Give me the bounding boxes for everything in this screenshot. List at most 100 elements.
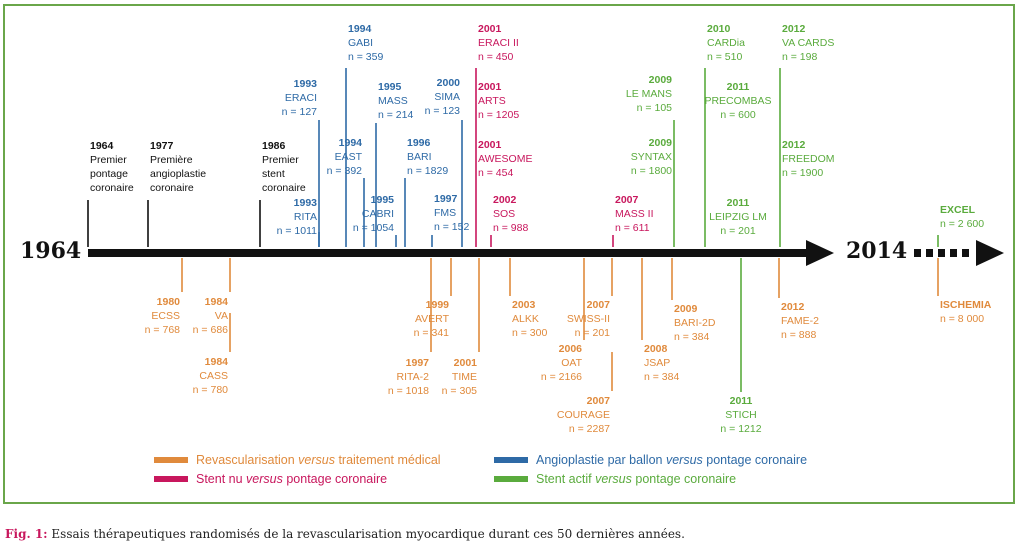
event-year: 2012 <box>782 139 806 151</box>
legend-item-blue: Angioplastie par ballon versus pontage c… <box>494 453 807 467</box>
event-line: angioplastie <box>150 168 207 180</box>
event-name: ERACI II <box>478 37 519 49</box>
event-year: 2007 <box>586 395 610 407</box>
legend-text-blue: Angioplastie par ballon versus pontage c… <box>536 453 808 467</box>
event-label-va: 1984 VA n = 686 <box>193 295 228 337</box>
event-name: SYNTAX <box>630 151 672 163</box>
event-line: n = 384 <box>674 331 710 343</box>
event-label-syntax: 2009 SYNTAX n = 1800 <box>631 136 672 178</box>
event-label-e1977: 1977 Première angioplastie coronaire <box>150 139 206 195</box>
legend-swatch-blue <box>494 457 528 463</box>
legend-text-red: Stent nu versus pontage coronaire <box>196 472 388 486</box>
event-line: n = 201 <box>720 225 756 237</box>
event-name: ECSS <box>151 310 180 322</box>
legend-item-orange: Revascularisation versus traitement médi… <box>154 453 441 467</box>
event-line: n = 1212 <box>720 423 762 435</box>
event-year: 1986 <box>262 140 286 152</box>
legend-swatch-orange <box>154 457 188 463</box>
event-name: FAME-2 <box>781 315 819 327</box>
event-label-east: 1994 EAST n = 392 <box>327 136 362 178</box>
caption-text: Essais thérapeutiques randomisés de la r… <box>47 527 685 541</box>
event-year: 2001 <box>478 23 502 35</box>
event-label-freedom: 2012 FREEDOM n = 1900 <box>782 138 835 180</box>
start-year-label: 1964 <box>20 238 82 264</box>
event-label-e1986: 1986 Premier stent coronaire <box>262 139 306 195</box>
event-year: 2009 <box>648 137 672 149</box>
event-name: PRECOMBAS <box>704 95 772 107</box>
event-year: 1997 <box>405 357 429 369</box>
event-line: n = 152 <box>434 221 470 233</box>
event-label-bari: 1996 BARI n = 1829 <box>407 136 448 178</box>
event-line: n = 600 <box>720 109 756 121</box>
event-label-excel: EXCEL n = 2 600 <box>940 203 984 231</box>
event-line: n = 384 <box>644 371 680 383</box>
event-year: 1995 <box>378 81 402 93</box>
event-year: 1994 <box>338 137 362 149</box>
event-name: RITA <box>293 211 317 223</box>
legend-item-red: Stent nu versus pontage coronaire <box>154 472 387 486</box>
figure-caption: Fig. 1: Essais thérapeutiques randomisés… <box>5 527 685 541</box>
event-name: AWESOME <box>478 153 533 165</box>
event-line: n = 392 <box>326 165 362 177</box>
event-label-lemans: 2009 LE MANS n = 105 <box>626 73 672 115</box>
event-name: FREEDOM <box>782 153 835 165</box>
event-line: n = 341 <box>413 327 449 339</box>
event-name: CABRI <box>361 208 394 220</box>
event-year: 2011 <box>726 81 750 93</box>
event-label-stich: 2011 STICH n = 1212 <box>701 394 781 436</box>
timeline-extension-dash <box>926 249 933 257</box>
event-label-vacards: 2012 VA CARDS n = 198 <box>782 22 834 64</box>
event-label-rita2: 1997 RITA-2 n = 1018 <box>388 356 429 398</box>
event-name: SIMA <box>434 91 460 103</box>
event-label-jsap: 2008 JSAP n = 384 <box>644 342 679 384</box>
event-name: COURAGE <box>556 409 610 421</box>
event-line: n = 780 <box>192 384 228 396</box>
event-line: n = 888 <box>781 329 817 341</box>
event-year: 1997 <box>434 193 458 205</box>
event-label-precombas: 2011 PRECOMBAS n = 600 <box>698 80 778 122</box>
event-year: 2010 <box>707 23 731 35</box>
event-year: 1993 <box>293 78 317 90</box>
timeline-extension-dash <box>938 249 945 257</box>
event-line: n = 123 <box>424 105 460 117</box>
event-year: 2002 <box>493 194 517 206</box>
event-line: n = 359 <box>348 51 384 63</box>
event-line: n = 198 <box>782 51 818 63</box>
event-year: 1993 <box>293 197 317 209</box>
event-label-rita: 1993 RITA n = 1011 <box>277 196 317 238</box>
event-line: n = 201 <box>574 327 610 339</box>
event-label-arts: 2001 ARTS n = 1205 <box>478 80 519 122</box>
event-name: JSAP <box>644 357 671 369</box>
event-name: CARDia <box>707 37 745 49</box>
event-year: 2001 <box>478 81 502 93</box>
event-year: 1964 <box>90 140 114 152</box>
event-year: 2012 <box>782 23 806 35</box>
event-label-bari2d: 2009 BARI-2D n = 384 <box>674 302 715 344</box>
event-line: n = 1829 <box>407 165 449 177</box>
event-line: n = 611 <box>615 222 650 234</box>
event-name: Premier <box>90 154 127 166</box>
event-line: n = 686 <box>192 324 228 336</box>
event-year: 2001 <box>453 357 477 369</box>
event-year: 2008 <box>644 343 668 355</box>
event-line: n = 1011 <box>276 225 317 237</box>
event-line: pontage <box>90 168 128 180</box>
event-label-sima: 2000 SIMA n = 123 <box>425 76 460 118</box>
event-year: 1999 <box>425 299 449 311</box>
event-label-avert: 1999 AVERT n = 341 <box>414 298 449 340</box>
event-label-oat: 2006 OAT n = 2166 <box>541 342 582 384</box>
event-year: 2007 <box>586 299 610 311</box>
event-name: EAST <box>334 151 362 163</box>
event-line: n = 1018 <box>387 385 429 397</box>
event-year: 1995 <box>370 194 394 206</box>
event-name: CASS <box>199 370 228 382</box>
event-year: 1994 <box>348 23 372 35</box>
event-label-leipzig: 2011 LEIPZIG LM n = 201 <box>698 196 778 238</box>
event-name: SOS <box>493 208 516 220</box>
event-name: AVERT <box>414 313 449 325</box>
event-line: n = 8 000 <box>940 313 985 325</box>
legend-text-green: Stent actif versus pontage coronaire <box>536 472 737 486</box>
event-label-alkk: 2003 ALKK n = 300 <box>512 298 547 340</box>
event-line: n = 214 <box>378 109 414 121</box>
